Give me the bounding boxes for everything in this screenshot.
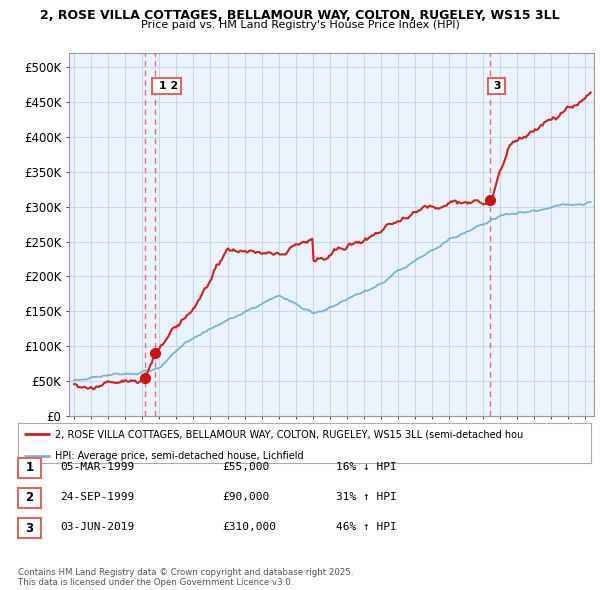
Text: £90,000: £90,000 (222, 493, 269, 502)
Text: 31% ↑ HPI: 31% ↑ HPI (336, 493, 397, 502)
Text: 2: 2 (25, 491, 34, 504)
Text: 3: 3 (490, 81, 502, 91)
Text: 2, ROSE VILLA COTTAGES, BELLAMOUR WAY, COLTON, RUGELEY, WS15 3LL: 2, ROSE VILLA COTTAGES, BELLAMOUR WAY, C… (40, 9, 560, 22)
Text: Price paid vs. HM Land Registry's House Price Index (HPI): Price paid vs. HM Land Registry's House … (140, 20, 460, 30)
Text: 16% ↓ HPI: 16% ↓ HPI (336, 463, 397, 472)
Text: 46% ↑ HPI: 46% ↑ HPI (336, 523, 397, 532)
Text: 05-MAR-1999: 05-MAR-1999 (60, 463, 134, 472)
Text: £310,000: £310,000 (222, 523, 276, 532)
Text: 3: 3 (25, 522, 34, 535)
Text: Contains HM Land Registry data © Crown copyright and database right 2025.
This d: Contains HM Land Registry data © Crown c… (18, 568, 353, 587)
Text: 1: 1 (25, 461, 34, 474)
Text: £55,000: £55,000 (222, 463, 269, 472)
Text: 2, ROSE VILLA COTTAGES, BELLAMOUR WAY, COLTON, RUGELEY, WS15 3LL (semi-detached : 2, ROSE VILLA COTTAGES, BELLAMOUR WAY, C… (55, 430, 523, 440)
Text: 24-SEP-1999: 24-SEP-1999 (60, 493, 134, 502)
Text: 03-JUN-2019: 03-JUN-2019 (60, 523, 134, 532)
Text: HPI: Average price, semi-detached house, Lichfield: HPI: Average price, semi-detached house,… (55, 451, 304, 461)
Text: 1 2: 1 2 (155, 81, 178, 91)
